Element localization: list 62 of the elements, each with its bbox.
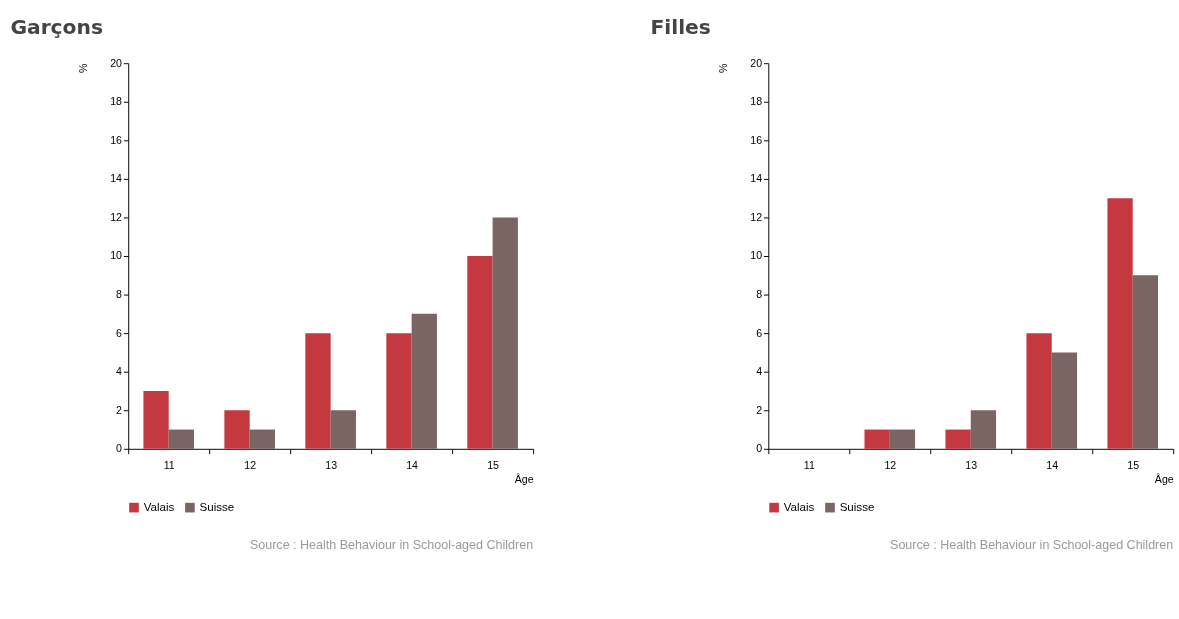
bar xyxy=(492,217,518,449)
bar xyxy=(889,429,916,449)
y-tick-label: 14 xyxy=(750,172,763,185)
bar xyxy=(386,333,412,449)
y-tick-label: 2 xyxy=(116,403,123,416)
y-tick-label: 6 xyxy=(756,326,763,339)
bar xyxy=(1132,275,1159,449)
y-tick-label: 12 xyxy=(750,210,763,223)
y-tick-label: 4 xyxy=(756,365,763,378)
bar xyxy=(305,333,331,449)
bar xyxy=(249,429,275,449)
legend-label: Suisse xyxy=(839,501,875,514)
y-tick-label: 8 xyxy=(756,287,763,300)
y-tick-label: 10 xyxy=(110,249,123,262)
x-tick-label: 12 xyxy=(244,458,257,471)
x-tick-label: 11 xyxy=(163,458,175,471)
bar xyxy=(1107,198,1133,449)
x-axis-title: Âge xyxy=(1154,473,1174,486)
x-tick-label: 11 xyxy=(803,458,815,471)
y-tick-label: 4 xyxy=(116,365,123,378)
y-tick-label: 12 xyxy=(110,210,123,223)
x-tick-label: 14 xyxy=(1046,458,1059,471)
x-tick-label: 13 xyxy=(325,458,338,471)
legend-label: Valais xyxy=(143,501,175,514)
x-tick-label: 13 xyxy=(965,458,978,471)
x-tick-label: 15 xyxy=(487,458,500,471)
y-tick-label: 0 xyxy=(116,442,123,455)
bar xyxy=(945,429,971,449)
y-axis-title: % xyxy=(717,63,730,74)
bar xyxy=(864,429,890,449)
y-tick-label: 20 xyxy=(750,56,763,69)
x-tick-label: 14 xyxy=(406,458,419,471)
y-tick-label: 18 xyxy=(110,95,123,108)
chart-title: Filles xyxy=(650,15,711,40)
source-note: Source : Health Behaviour in School-aged Children xyxy=(249,538,534,553)
y-tick-label: 2 xyxy=(756,403,763,416)
bar xyxy=(143,390,169,449)
y-tick-label: 18 xyxy=(750,95,763,108)
y-tick-label: 6 xyxy=(116,326,123,339)
bar xyxy=(467,256,493,449)
bar xyxy=(1051,352,1078,449)
y-axis-title: % xyxy=(77,63,90,74)
bar xyxy=(224,410,250,449)
bar xyxy=(1026,333,1052,449)
y-tick-label: 10 xyxy=(750,249,763,262)
source-note: Source : Health Behaviour in School-aged Children xyxy=(890,538,1174,553)
legend-label: Valais xyxy=(783,501,815,514)
bar xyxy=(970,410,997,449)
x-axis-title: Âge xyxy=(514,473,534,486)
x-tick-label: 15 xyxy=(1127,458,1140,471)
chart-title: Garçons xyxy=(10,15,103,40)
y-tick-label: 16 xyxy=(110,133,123,146)
legend-label: Suisse xyxy=(199,501,235,514)
y-tick-label: 16 xyxy=(750,133,763,146)
y-tick-label: 14 xyxy=(110,172,123,185)
y-tick-label: 8 xyxy=(116,287,123,300)
y-tick-label: 20 xyxy=(110,56,123,69)
bar xyxy=(411,313,437,449)
x-tick-label: 12 xyxy=(884,458,897,471)
y-tick-label: 0 xyxy=(756,442,763,455)
bar xyxy=(168,429,195,449)
bar xyxy=(330,410,356,449)
